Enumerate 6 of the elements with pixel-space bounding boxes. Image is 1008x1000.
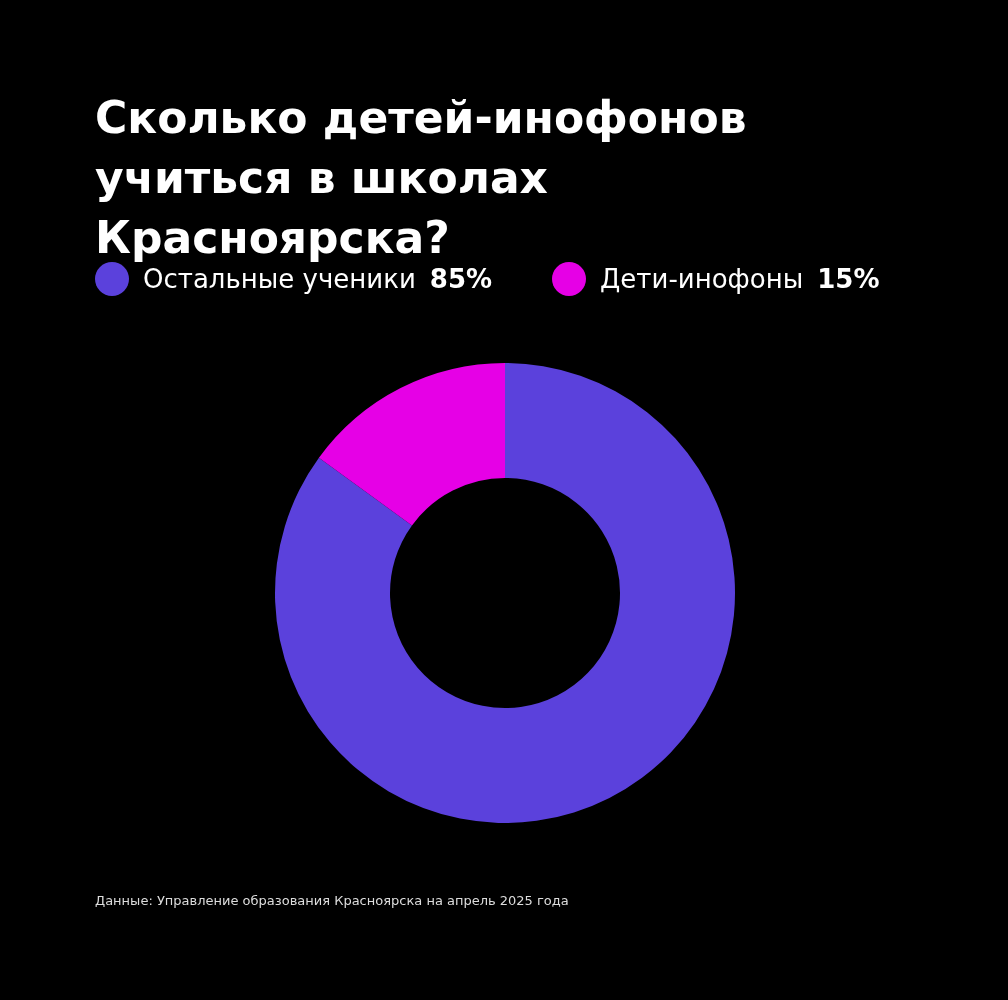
data-label: 15% xyxy=(817,264,880,294)
chart-title: Сколько детей-инофонов учиться в школах Красноярска? xyxy=(95,92,747,263)
legend-label: Остальные ученики xyxy=(143,264,416,294)
data-label: 85% xyxy=(429,264,493,294)
legend-label: Дети-инофоны xyxy=(600,264,804,294)
text: Данные: Управление образования Красноярска на апрель 2025 года xyxy=(95,893,569,908)
